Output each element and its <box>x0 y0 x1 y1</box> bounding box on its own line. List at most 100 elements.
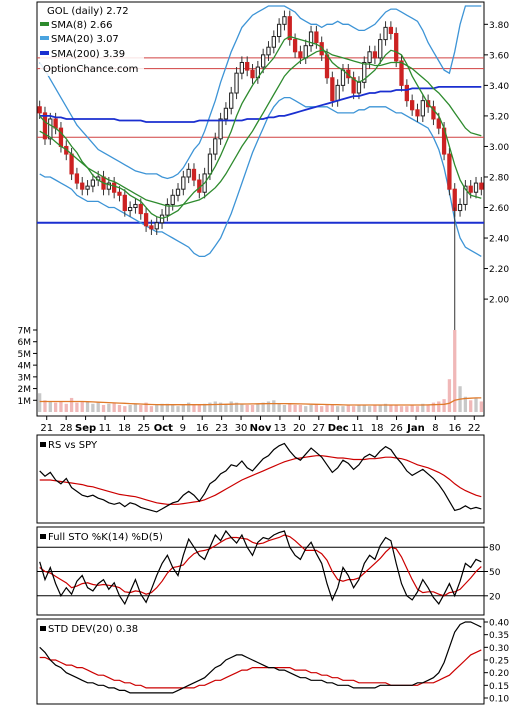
x-tick-label: Jan <box>406 423 425 434</box>
x-tick-label: 9 <box>180 423 186 434</box>
volume-ytick-label: 4M <box>18 362 32 372</box>
legend-sma20: SMA(20) 3.07 <box>51 34 119 45</box>
volume-bar <box>373 404 377 412</box>
candle-body <box>404 84 409 102</box>
price-ytick-label: 3.20 <box>489 112 509 122</box>
rs-ma-line <box>39 455 482 505</box>
candle-body <box>234 72 239 94</box>
candle-body <box>191 168 197 181</box>
candle-body <box>436 118 441 129</box>
price-title: GOL (daily) 2.72 <box>47 6 129 17</box>
volume-ytick-label: 2M <box>18 385 32 395</box>
candle-body <box>415 109 420 117</box>
sto-ytick-label: 20 <box>489 592 501 602</box>
rs-title: RS vs SPY <box>48 440 98 451</box>
volume-bar <box>463 396 468 412</box>
x-tick-label: 16 <box>448 423 461 434</box>
candle-body <box>431 106 436 120</box>
candle-body <box>261 54 266 68</box>
candle-body <box>69 153 74 175</box>
x-tick-label: Nov <box>250 423 272 434</box>
candle-body <box>308 31 314 47</box>
volume-bar <box>314 404 319 412</box>
legend-swatch-sma8 <box>40 22 49 26</box>
volume-bar <box>479 401 483 412</box>
candle-body <box>314 31 319 44</box>
candle-body <box>112 182 117 193</box>
volume-ytick-label: 3M <box>18 373 32 383</box>
candle-body <box>383 26 388 41</box>
price-ytick-label: 2.20 <box>489 265 509 275</box>
sto-ytick-label: 80 <box>489 544 501 554</box>
x-tick-label: 23 <box>215 423 228 434</box>
volume-bar <box>298 404 303 412</box>
volume-bar <box>320 406 324 412</box>
candle-body <box>90 179 96 187</box>
x-tick-label: 11 <box>351 423 364 434</box>
x-tick-label: 28 <box>60 423 73 434</box>
candle-body <box>138 203 143 215</box>
volume-bar <box>75 402 79 412</box>
volume-bar <box>208 402 212 412</box>
rs-legend-bg <box>38 437 104 451</box>
volume-bar <box>69 397 74 412</box>
volume-bar <box>64 403 68 412</box>
price-ytick-label: 2.00 <box>489 296 509 306</box>
price-ytick-label: 3.60 <box>489 51 509 61</box>
sma8-line <box>39 35 482 219</box>
volume-bar <box>394 404 398 412</box>
x-tick-label: 25 <box>138 423 151 434</box>
volume-bar <box>431 402 436 412</box>
volume-ytick-label: 7M <box>18 327 32 337</box>
sto-legend-bg <box>38 529 166 543</box>
price-ytick-label: 2.60 <box>489 204 509 214</box>
candle-body <box>239 61 245 74</box>
volume-bar <box>447 379 452 412</box>
candle-body <box>266 46 271 56</box>
candle-body <box>378 39 383 59</box>
volume-bar <box>59 401 63 412</box>
volume-bar <box>91 403 95 412</box>
candle-body <box>303 45 308 59</box>
candle-body <box>154 222 159 230</box>
price-ytick-label: 3.40 <box>489 82 509 92</box>
std-panel-frame <box>36 618 485 705</box>
volume-bar <box>165 403 170 412</box>
candle-body <box>388 26 394 34</box>
std-ytick-label: 0.30 <box>489 644 509 654</box>
volume-bar <box>304 406 308 412</box>
candle-body <box>250 69 255 79</box>
volume-ytick-label: 1M <box>18 397 32 407</box>
sto-ytick-label: 50 <box>489 568 501 578</box>
candle-body <box>362 61 367 83</box>
sma200-line <box>39 86 482 123</box>
volume-bar <box>107 403 111 412</box>
volume-bar <box>293 404 297 412</box>
volume-bar <box>139 404 143 412</box>
candle-body <box>175 188 181 196</box>
x-tick-label: 18 <box>371 423 384 434</box>
volume-bar <box>38 393 42 412</box>
volume-bar <box>261 402 265 412</box>
candle-body <box>340 69 346 86</box>
std-legend-bg <box>38 621 140 635</box>
volume-bar <box>330 404 334 412</box>
volume-bar <box>405 406 409 412</box>
bollinger-upper <box>39 5 482 180</box>
candle-body <box>170 194 175 205</box>
volume-bar <box>288 403 292 412</box>
x-tick-label: 22 <box>468 423 481 434</box>
volume-bar <box>256 403 260 412</box>
x-tick-label: Oct <box>154 423 173 434</box>
price-ytick-label: 3.00 <box>489 143 509 153</box>
volume-bar <box>155 404 159 412</box>
std-ytick-label: 0.40 <box>489 619 509 629</box>
candle-body <box>133 203 138 209</box>
price-ytick-label: 3.80 <box>489 21 509 31</box>
candle-body <box>399 60 404 86</box>
volume-bar <box>197 404 201 412</box>
volume-bar <box>85 401 90 412</box>
candle-body <box>292 39 298 53</box>
candle-body <box>213 138 218 155</box>
